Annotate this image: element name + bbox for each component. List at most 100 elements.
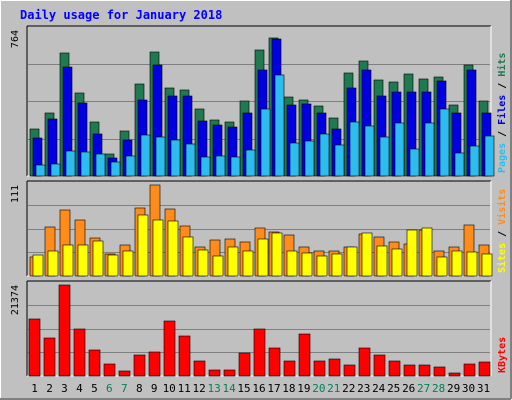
bar-pages-day-20 [319, 133, 330, 177]
bar-kbytes-day-25 [388, 360, 401, 377]
bar-pages-day-13 [215, 155, 226, 177]
bar-pages-day-9 [155, 136, 166, 177]
bar-sites-day-23 [361, 232, 373, 277]
bar-sites-day-19 [301, 252, 313, 277]
x-tick-label: 30 [462, 382, 475, 395]
x-tick-label: 8 [136, 382, 143, 395]
bar-pages-day-14 [230, 156, 241, 177]
axis-label-kbytes: KBytes [497, 337, 508, 373]
bar-kbytes-day-29 [448, 372, 461, 377]
bar-pages-day-3 [65, 150, 76, 177]
bar-pages-day-25 [394, 122, 405, 177]
x-tick-label: 22 [342, 382, 355, 395]
chart-title: Daily usage for January 2018 [20, 8, 222, 22]
bar-kbytes-day-12 [193, 360, 206, 377]
axis-label-hits: Hits [496, 53, 508, 77]
axis-label-files: Files [496, 95, 508, 125]
bar-sites-day-31 [481, 253, 493, 277]
bar-kbytes-day-1 [28, 318, 41, 377]
bar-pages-day-12 [200, 156, 211, 177]
bar-sites-day-20 [316, 255, 328, 277]
bar-pages-day-21 [334, 144, 345, 177]
panel-axis-label: KBytes [497, 337, 508, 373]
bar-sites-day-21 [331, 253, 343, 277]
bar-kbytes-day-2 [43, 337, 56, 377]
bar-pages-day-22 [349, 121, 360, 177]
bar-pages-day-31 [484, 135, 495, 177]
x-tick-label: 5 [91, 382, 98, 395]
bar-kbytes-day-10 [163, 320, 176, 377]
bar-pages-day-16 [260, 108, 271, 177]
bar-kbytes-day-20 [313, 360, 326, 377]
bar-pages-day-5 [95, 153, 106, 177]
series-pages [35, 74, 495, 177]
bar-pages-day-1 [35, 164, 46, 177]
bar-sites-day-4 [77, 244, 89, 277]
x-tick-label: 7 [121, 382, 128, 395]
bar-kbytes-day-17 [268, 347, 281, 377]
x-tick-label: 13 [207, 382, 220, 395]
panel-kbytes: 21374 KBytes [10, 280, 508, 377]
x-tick-label: 29 [447, 382, 460, 395]
bar-pages-day-26 [409, 148, 420, 177]
bar-kbytes-day-14 [223, 369, 236, 377]
x-tick-label: 23 [357, 382, 370, 395]
bar-sites-day-24 [376, 245, 388, 277]
bar-kbytes-day-7 [118, 370, 131, 377]
bar-pages-day-30 [469, 145, 480, 177]
x-tick-label: 6 [106, 382, 113, 395]
panel-visits: 111 Sites / Visits [10, 180, 508, 277]
bar-kbytes-day-6 [103, 363, 116, 377]
panel-axis-label: Pages / Files / Hits [496, 53, 508, 173]
x-tick-label: 12 [192, 382, 205, 395]
bar-sites-day-18 [286, 250, 298, 277]
bar-kbytes-day-21 [328, 358, 341, 377]
x-tick-label: 26 [402, 382, 415, 395]
bar-kbytes-day-19 [298, 333, 311, 377]
x-tick-label: 24 [372, 382, 386, 395]
panel-max-label: 21374 [10, 285, 21, 315]
bar-sites-day-8 [137, 214, 149, 277]
bar-kbytes-day-5 [88, 349, 101, 377]
bar-pages-day-28 [439, 108, 450, 177]
panel-max-label: 111 [10, 185, 21, 203]
bar-kbytes-day-18 [283, 360, 296, 377]
x-tick-label: 19 [297, 382, 310, 395]
panel-axis-label: Sites / Visits [496, 189, 508, 273]
bar-pages-day-24 [379, 136, 390, 177]
bar-kbytes-day-23 [358, 347, 371, 377]
bar-kbytes-day-13 [208, 369, 221, 377]
bar-kbytes-day-4 [73, 328, 86, 377]
bar-sites-day-13 [212, 255, 224, 277]
bar-sites-day-28 [436, 256, 448, 277]
x-tick-label: 3 [61, 382, 68, 395]
x-tick-label: 10 [163, 382, 176, 395]
panel-max-label: 764 [10, 30, 21, 48]
bar-pages-day-19 [304, 140, 315, 177]
bar-pages-day-11 [185, 143, 196, 177]
bar-kbytes-day-22 [343, 364, 356, 377]
axis-label-separator: / [497, 77, 508, 95]
bar-sites-day-17 [271, 232, 283, 277]
bar-kbytes-day-3 [58, 284, 71, 377]
bar-sites-day-2 [47, 250, 59, 277]
bar-sites-day-15 [242, 250, 254, 277]
x-tick-label: 17 [267, 382, 280, 395]
bar-pages-day-8 [140, 134, 151, 177]
axis-label-pages: Pages [497, 143, 508, 173]
bar-pages-day-17 [274, 74, 285, 177]
bar-pages-day-27 [424, 122, 435, 177]
x-tick-label: 9 [151, 382, 158, 395]
x-tick-label: 20 [312, 382, 325, 395]
x-tick-label: 2 [46, 382, 53, 395]
bar-sites-day-27 [421, 227, 433, 277]
bar-pages-day-2 [50, 163, 61, 177]
bar-sites-day-22 [346, 246, 358, 277]
bar-kbytes-day-26 [403, 364, 416, 377]
panel-usage: 764 Pages / Files / Hits [10, 25, 508, 177]
axis-label-visits: Visits [496, 189, 508, 225]
x-tick-label: 27 [417, 382, 430, 395]
bar-pages-day-6 [110, 161, 121, 177]
bar-kbytes-day-31 [478, 361, 491, 377]
